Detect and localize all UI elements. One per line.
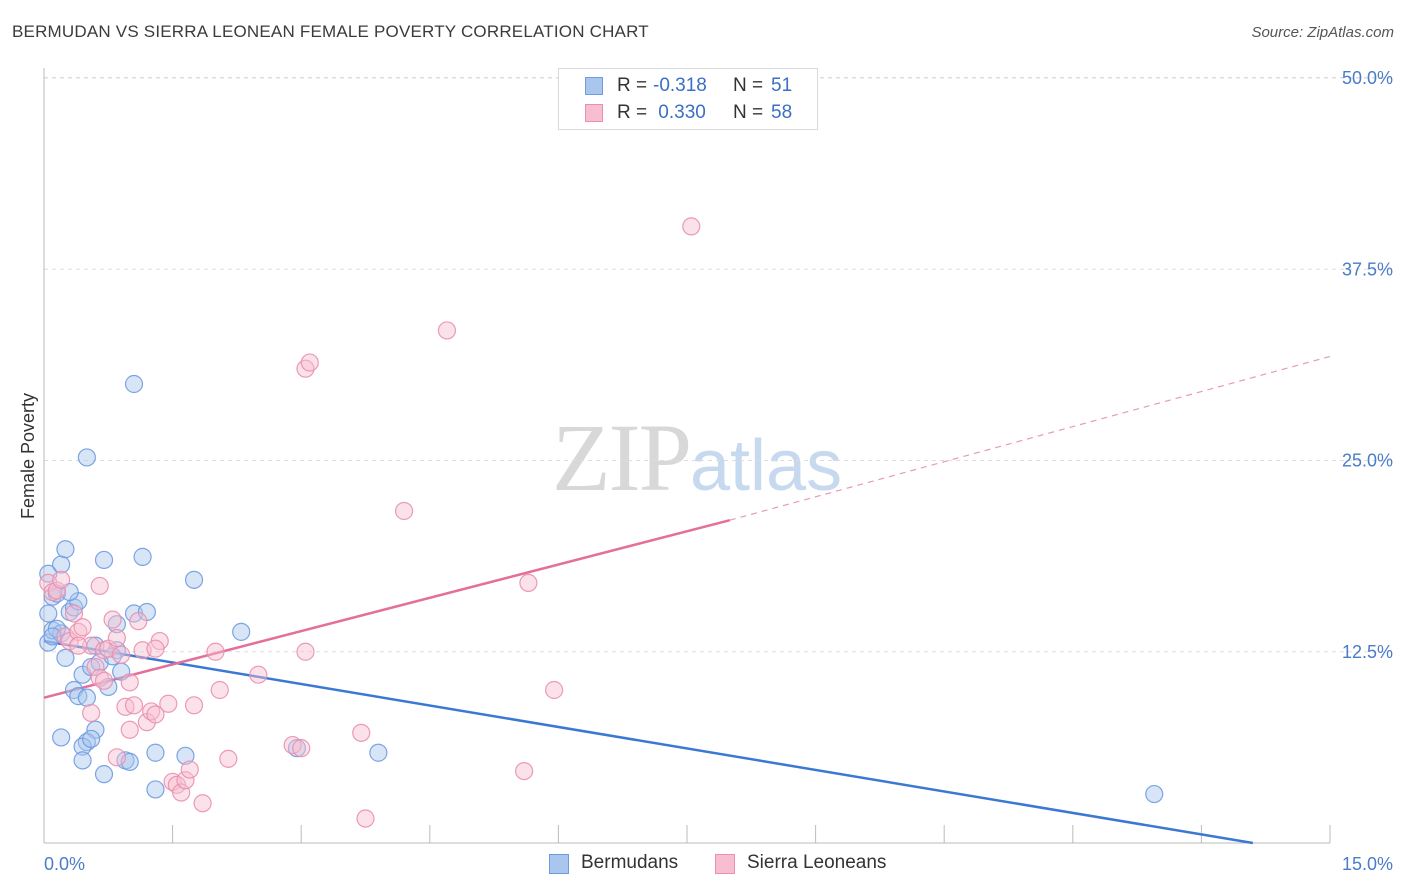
point-sierra-leoneans — [296, 642, 315, 661]
point-bermudans — [39, 604, 58, 623]
data-points — [39, 217, 1164, 828]
trend-line-bermudans — [43, 639, 1254, 845]
point-sierra-leoneans — [86, 657, 105, 677]
point-sierra-leoneans — [73, 618, 92, 637]
point-bermudans — [73, 751, 92, 770]
point-sierra-leoneans — [47, 581, 66, 600]
legend-r-label: R = — [617, 75, 648, 96]
point-bermudans — [94, 550, 114, 570]
point-sierra-leoneans — [219, 749, 238, 768]
point-sierra-leoneans — [107, 748, 126, 767]
point-bermudans — [52, 728, 71, 747]
chart-title: BERMUDAN VS SIERRA LEONEAN FEMALE POVERT… — [12, 22, 649, 41]
legend-n-label: N = — [733, 75, 764, 96]
watermark: ZIPatlas — [552, 402, 842, 513]
point-sierra-leoneans — [437, 321, 457, 340]
point-bermudans — [56, 648, 75, 667]
point-bermudans — [133, 547, 152, 566]
point-bermudans — [184, 570, 204, 589]
x-tick-label: 15.0% — [1342, 854, 1393, 874]
point-sierra-leoneans — [159, 694, 178, 713]
point-sierra-leoneans — [515, 761, 534, 781]
point-sierra-leoneans — [292, 739, 311, 758]
point-sierra-leoneans — [352, 723, 371, 742]
point-bermudans — [77, 688, 96, 707]
point-bermudans — [146, 743, 165, 762]
grid-lines — [44, 77, 1393, 653]
point-bermudans — [232, 622, 251, 641]
correlation-legend: R = -0.318 N = 51 R = 0.330 N = 58 — [558, 68, 818, 130]
point-sierra-leoneans — [249, 665, 268, 684]
watermark-atlas: atlas — [690, 426, 843, 506]
point-bermudans — [56, 540, 75, 559]
legend-swatch-bermudans — [585, 77, 603, 95]
point-sierra-leoneans — [112, 645, 131, 664]
x-tick-label: 0.0% — [44, 854, 85, 874]
point-sierra-leoneans — [94, 671, 114, 690]
point-sierra-leoneans — [120, 673, 139, 692]
point-sierra-leoneans — [69, 636, 88, 655]
point-sierra-leoneans — [90, 576, 109, 596]
y-tick-label: 25.0% — [1342, 451, 1393, 471]
y-axis-title: Female Poverty — [18, 393, 38, 519]
legend-swatch-sierra-leoneans — [585, 104, 603, 122]
point-sierra-leoneans — [120, 720, 139, 739]
point-bermudans — [369, 743, 388, 762]
point-sierra-leoneans — [356, 809, 375, 828]
point-sierra-leoneans — [184, 696, 204, 715]
legend-n-value: 58 — [771, 102, 793, 123]
point-bermudans — [94, 765, 114, 784]
watermark-zip: ZIP — [552, 404, 692, 511]
point-sierra-leoneans — [64, 604, 84, 623]
point-bermudans — [1145, 784, 1164, 804]
point-sierra-leoneans — [82, 703, 101, 723]
point-sierra-leoneans — [129, 612, 148, 631]
point-bermudans — [43, 627, 62, 646]
point-sierra-leoneans — [176, 771, 195, 790]
y-tick-label: 37.5% — [1342, 259, 1393, 279]
point-sierra-leoneans — [545, 680, 564, 700]
point-bermudans — [52, 555, 71, 574]
legend-n-label: N = — [733, 102, 764, 123]
tick-labels: 12.5% 25.0% 37.5% 50.0% 0.0% 15.0% — [44, 68, 1393, 874]
series-name-bermudans: Bermudans — [581, 852, 679, 873]
point-bermudans — [77, 448, 96, 467]
legend-n-value: 51 — [771, 75, 793, 96]
point-bermudans — [82, 729, 101, 749]
point-sierra-leoneans — [180, 760, 199, 779]
series-swatch-sierra-leoneans — [715, 854, 735, 874]
y-tick-label: 50.0% — [1342, 68, 1393, 88]
y-tick-label: 12.5% — [1342, 642, 1393, 662]
point-sierra-leoneans — [206, 642, 225, 661]
legend-r-value: -0.318 — [653, 75, 707, 96]
point-sierra-leoneans — [519, 573, 538, 593]
point-sierra-leoneans — [124, 696, 144, 715]
series-swatch-bermudans — [549, 854, 569, 874]
point-sierra-leoneans — [107, 628, 126, 648]
point-sierra-leoneans — [146, 639, 165, 658]
point-bermudans — [176, 746, 195, 765]
legend-r-label: R = — [617, 102, 648, 123]
series-name-sierra-leoneans: Sierra Leoneans — [747, 852, 887, 873]
point-bermudans — [124, 374, 144, 394]
point-sierra-leoneans — [300, 353, 319, 372]
source-label: Source: ZipAtlas.com — [1251, 24, 1394, 41]
point-sierra-leoneans — [210, 680, 229, 700]
legend-r-value: 0.330 — [653, 102, 706, 123]
axes — [43, 68, 1331, 844]
point-sierra-leoneans — [146, 705, 165, 724]
point-sierra-leoneans — [394, 501, 414, 521]
point-sierra-leoneans — [52, 570, 71, 589]
point-sierra-leoneans — [682, 217, 701, 236]
trend-line-sierra-leoneans — [43, 518, 731, 699]
point-sierra-leoneans — [103, 610, 122, 629]
trend-line-extension — [729, 355, 1331, 521]
point-sierra-leoneans — [193, 794, 212, 813]
trend-lines — [43, 355, 1331, 845]
point-bermudans — [146, 780, 165, 799]
